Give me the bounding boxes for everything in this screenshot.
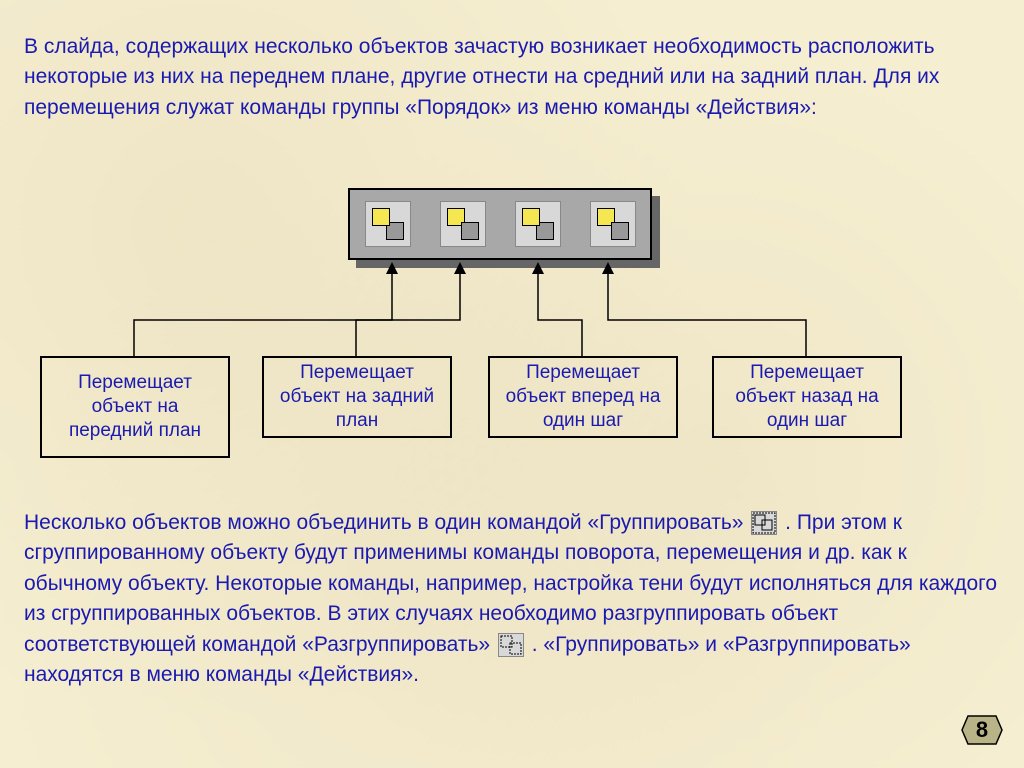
ungroup-icon [498, 633, 524, 657]
para2-seg1: Несколько объектов можно объединить в од… [24, 511, 749, 534]
desc-bring-forward: Перемещает объект вперед на один шаг [488, 356, 678, 438]
group-icon [751, 511, 777, 535]
slide-page: В слайда, содержащих несколько объектов … [0, 0, 1024, 768]
send-to-back-icon[interactable] [440, 201, 486, 247]
bring-forward-icon[interactable] [515, 201, 561, 247]
order-toolbar [348, 188, 652, 260]
grouping-paragraph: Несколько объектов можно объединить в од… [24, 508, 1000, 691]
desc-bring-front: Перемещает объект на передний план [40, 356, 230, 458]
desc-send-back: Перемещает объект на задний план [262, 356, 452, 438]
desc-send-backward: Перемещает объект назад на один шаг [712, 356, 902, 438]
send-backward-icon[interactable] [590, 201, 636, 247]
intro-paragraph: В слайда, содержащих несколько объектов … [24, 32, 1000, 123]
page-number: 8 [976, 717, 988, 743]
bring-to-front-icon[interactable] [365, 201, 411, 247]
page-number-badge: 8 [960, 712, 1004, 748]
